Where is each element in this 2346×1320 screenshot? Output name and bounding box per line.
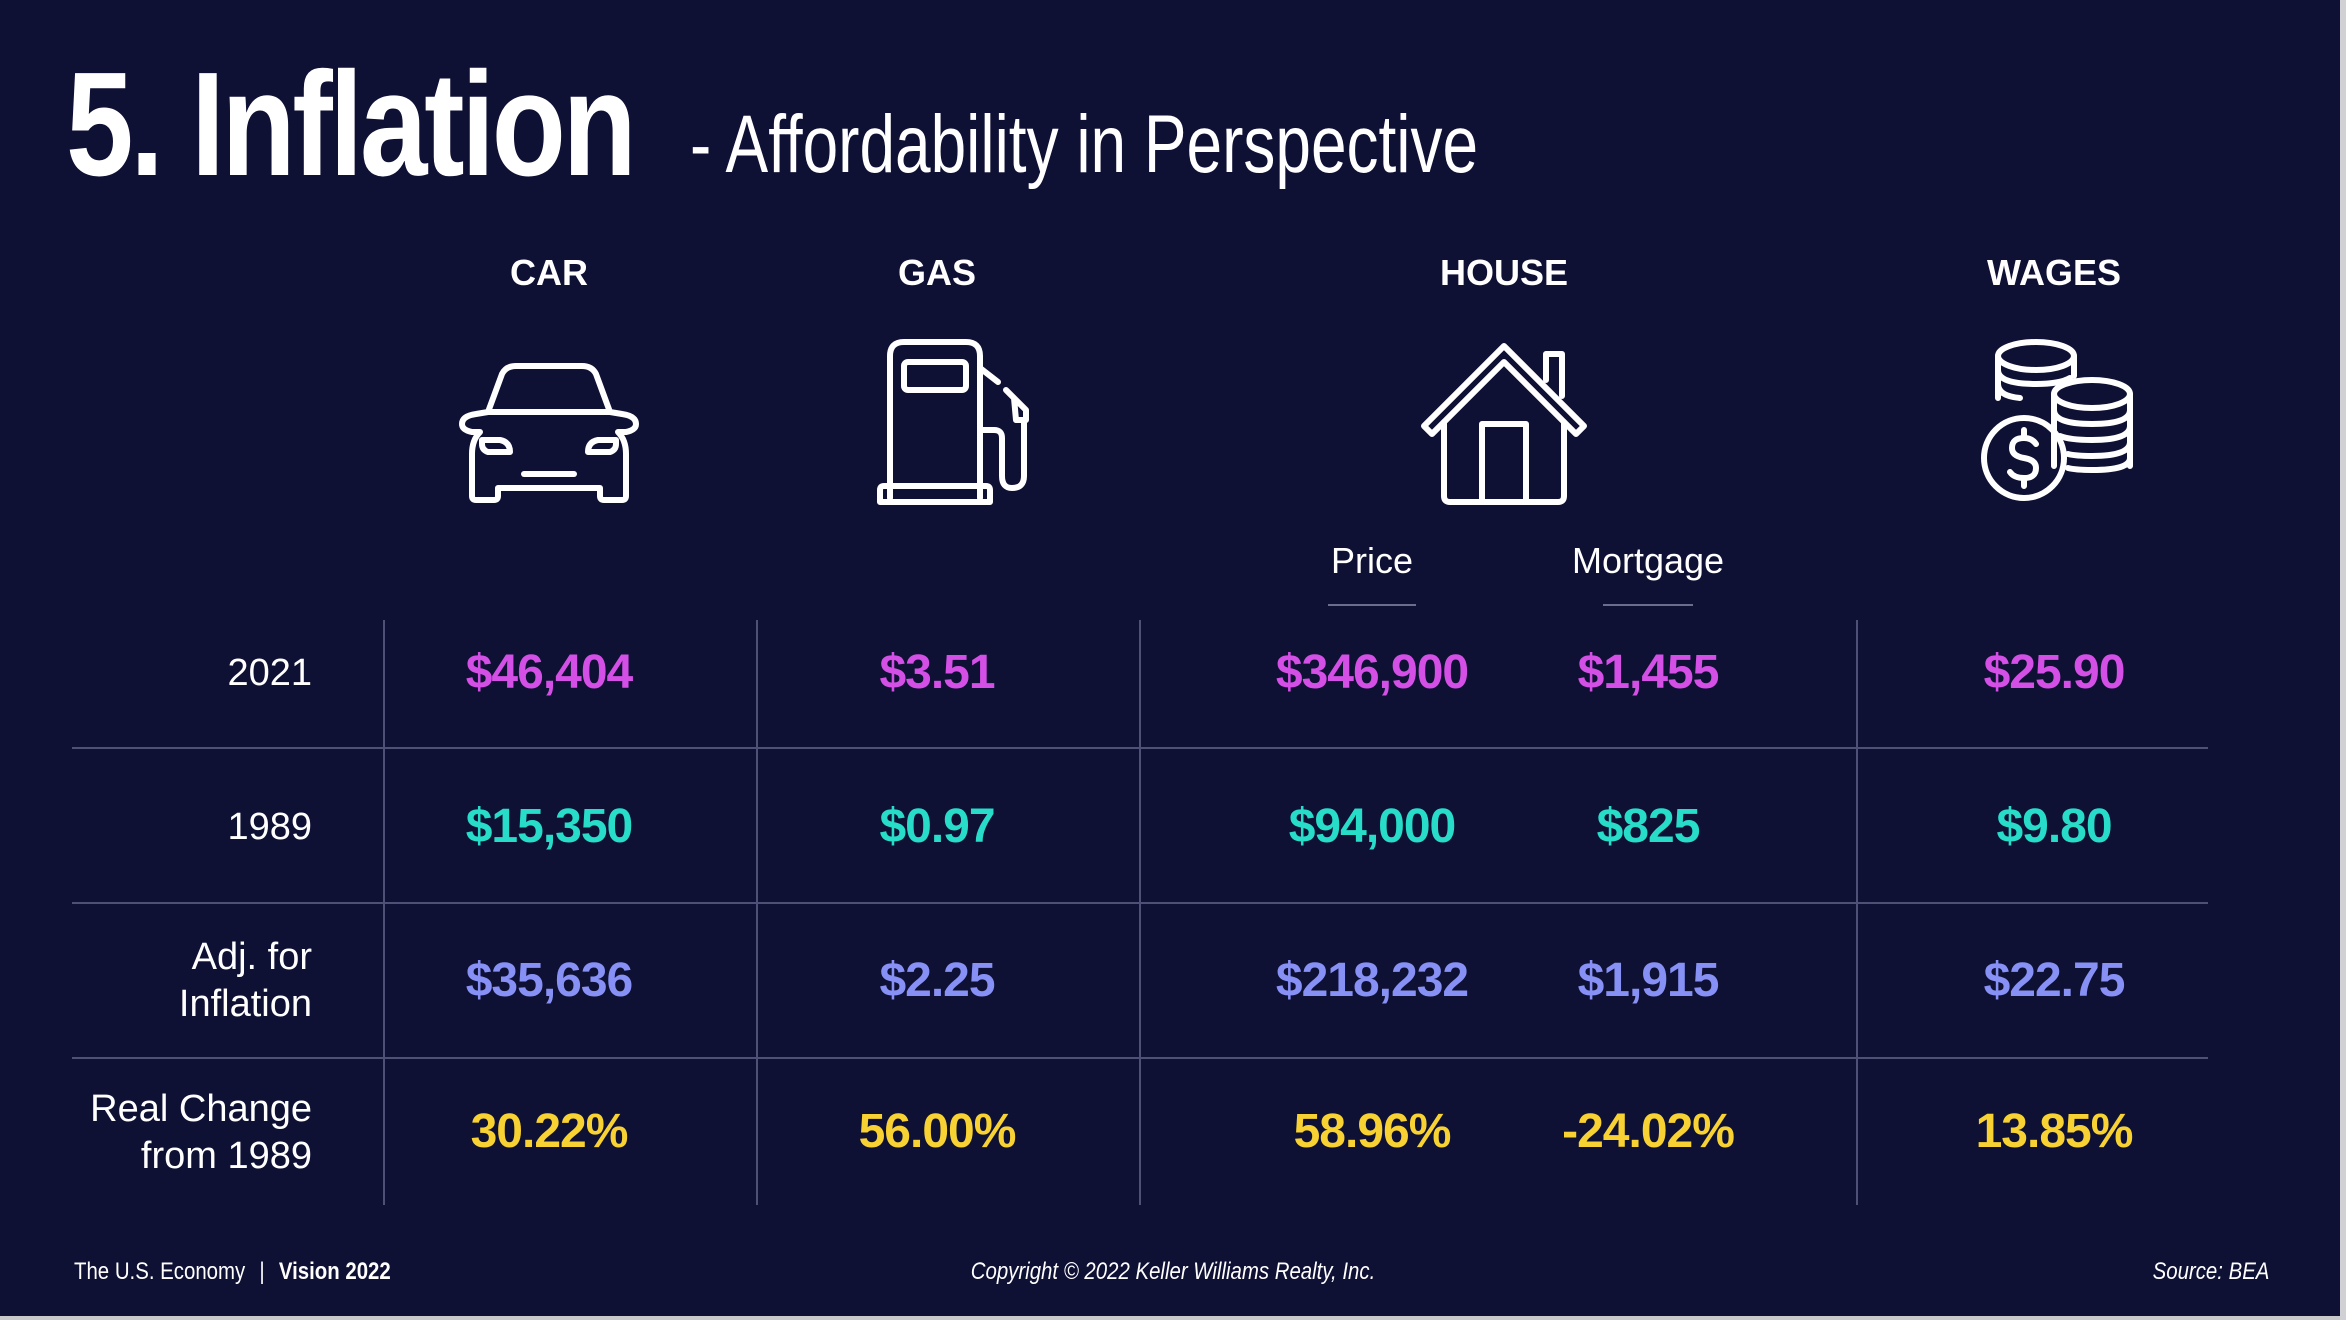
- footer-separator: |: [259, 1258, 265, 1285]
- coins-icon: [1980, 338, 2136, 506]
- footer-source: Source: BEA: [2152, 1258, 2269, 1285]
- column-header-gas: GAS: [897, 252, 976, 293]
- right-border: [2340, 0, 2346, 1320]
- bottom-border: [0, 1316, 2346, 1320]
- car-icon: [458, 362, 640, 504]
- house-price-header: Price: [1330, 540, 1414, 581]
- cell-1989-car: $15,350: [465, 800, 634, 853]
- footer-vision: Vision 2022: [278, 1258, 391, 1285]
- cell-adj-wages: $22.75: [1983, 954, 2126, 1007]
- cell-change-gas: 56.00%: [858, 1105, 1017, 1158]
- column-header-car: CAR: [510, 252, 588, 293]
- cell-change-house-mortgage: -24.02%: [1562, 1105, 1735, 1158]
- row-label-adj-inflation: Adj. for Inflation: [179, 934, 312, 1028]
- row-label-real-change: Real Change from 1989: [90, 1086, 312, 1180]
- grid-divider: [1856, 620, 1858, 1205]
- cell-change-wages: 13.85%: [1975, 1105, 2134, 1158]
- grid-divider: [383, 620, 385, 1205]
- title-subtitle: - Affordability in Perspective: [690, 99, 1479, 190]
- cell-adj-car: $35,636: [465, 954, 634, 1007]
- gas-pump-icon: [876, 338, 1034, 506]
- cell-2021-car: $46,404: [465, 646, 634, 699]
- title-main: 5. Inflation: [66, 42, 637, 207]
- cell-1989-house-price: $94,000: [1288, 800, 1457, 853]
- column-header-wages: WAGES: [1986, 252, 2121, 293]
- row-label-2021: 2021: [227, 652, 312, 694]
- house-price-underline: [1328, 604, 1416, 606]
- row-label-line: Inflation: [178, 983, 312, 1025]
- footer-copyright: Copyright © 2022 Keller Williams Realty,…: [970, 1258, 1376, 1285]
- cell-adj-gas: $2.25: [879, 954, 995, 1007]
- grid-divider: [72, 747, 2208, 749]
- cell-change-house-price: 58.96%: [1293, 1105, 1452, 1158]
- cell-2021-gas: $3.51: [879, 646, 995, 699]
- column-header-house: HOUSE: [1439, 252, 1569, 293]
- cell-adj-house-mortgage: $1,915: [1577, 954, 1720, 1007]
- house-mortgage-header: Mortgage: [1571, 540, 1725, 581]
- grid-divider: [72, 1057, 2208, 1059]
- house-mortgage-underline: [1603, 604, 1693, 606]
- grid-divider: [72, 902, 2208, 904]
- cell-1989-wages: $9.80: [1996, 800, 2112, 853]
- grid-divider: [756, 620, 758, 1205]
- footer-left: The U.S. Economy | Vision 2022: [74, 1258, 391, 1286]
- grid-divider: [1139, 620, 1141, 1205]
- cell-1989-house-mortgage: $825: [1596, 800, 1701, 853]
- cell-adj-house-price: $218,232: [1275, 954, 1469, 1007]
- row-label-line: from 1989: [140, 1135, 312, 1177]
- cell-2021-house-mortgage: $1,455: [1577, 646, 1720, 699]
- house-icon: [1420, 338, 1588, 506]
- cell-change-car: 30.22%: [470, 1105, 629, 1158]
- page-title: 5. Inflation: [66, 50, 758, 200]
- cell-2021-wages: $25.90: [1983, 646, 2126, 699]
- row-label-line: Adj. for: [191, 936, 312, 978]
- footer-section: The U.S. Economy: [74, 1258, 246, 1285]
- row-label-1989: 1989: [227, 806, 312, 848]
- cell-2021-house-price: $346,900: [1275, 646, 1469, 699]
- cell-1989-gas: $0.97: [879, 800, 995, 853]
- row-label-line: Real Change: [90, 1088, 312, 1130]
